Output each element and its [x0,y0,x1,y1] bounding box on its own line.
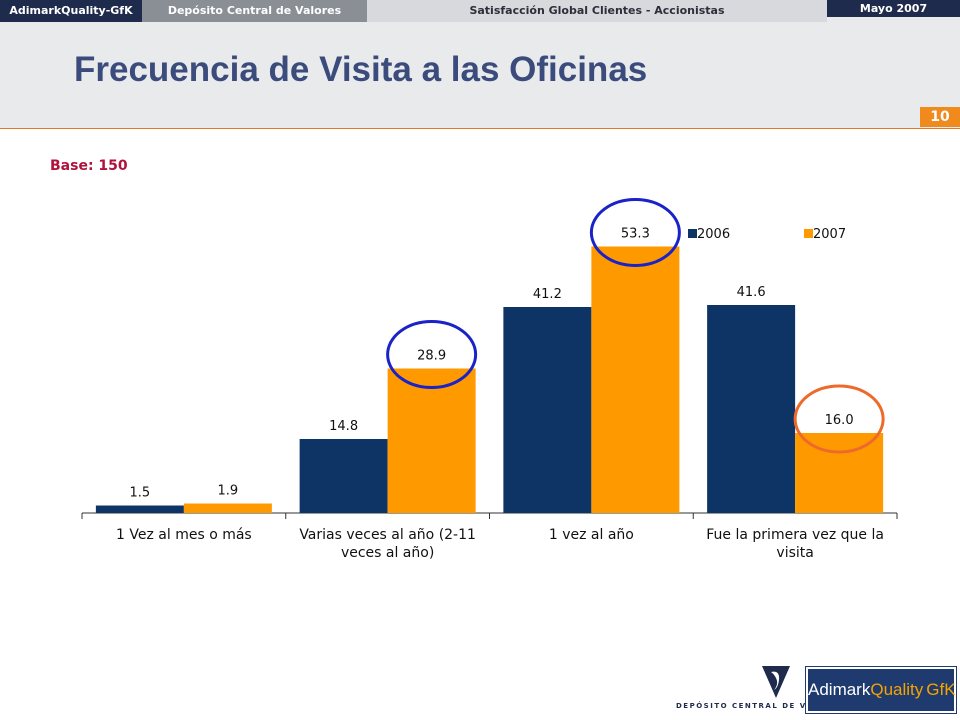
bar-2006-3 [707,305,796,513]
bar-2006-0 [95,505,184,513]
category-label-1: Varias veces al año (2-11 [299,527,476,543]
gfk-logo-adimark: Adimark [808,680,871,699]
category-label-3: Fue la primera vez que la [706,527,884,543]
adimark-gfk-logo: AdimarkQuality GfK [806,667,956,713]
data-label-2006-0: 1.5 [130,486,151,501]
header-area: AdimarkQuality-GfK Depósito Central de V… [0,0,960,129]
base-label: Base: 150 [50,158,128,174]
bar-2007-3 [795,433,884,513]
highlight-circle-0 [386,320,478,389]
bar-2006-2 [503,307,592,513]
brand-label: AdimarkQuality-GfK [0,0,142,22]
dcv-logo: DEPÓSITO CENTRAL DE VALORES [676,662,845,712]
data-label-2006-2: 41.2 [533,287,562,302]
legend-label-2007: 2007 [813,227,846,242]
page-number: 10 [920,107,960,127]
gfk-logo-gfk: GfK [926,680,956,699]
category-label-0: 1 Vez al mes o más [116,527,252,543]
client-label: Depósito Central de Valores [142,0,367,22]
data-label-2006-3: 41.6 [737,285,766,300]
data-label-2007-2: 53.3 [621,227,650,242]
dcv-logo-text: DEPÓSITO CENTRAL DE VALORES [676,702,847,710]
category-label-1: veces al año) [341,545,434,561]
category-label-2: 1 vez al año [549,527,634,543]
bar-2007-0 [183,503,272,513]
legend-label-2006: 2006 [697,227,730,242]
bar-2007-1 [387,368,476,513]
gfk-logo-quality: Quality [870,680,924,699]
highlight-circle-2 [793,384,885,454]
study-label: Satisfacción Global Clientes - Accionist… [367,0,827,22]
highlight-circle-1 [589,198,681,267]
dcv-logo-icon [762,666,790,698]
legend-swatch-2006 [688,229,697,238]
legend-swatch-2007 [804,229,813,238]
data-label-2007-3: 16.0 [825,413,854,428]
page-title: Frecuencia de Visita a las Oficinas [74,50,648,89]
bar-2007-2 [591,246,680,513]
date-label: Mayo 2007 [827,0,960,17]
category-label-3: visita [776,545,813,561]
data-label-2006-1: 14.8 [329,419,358,434]
data-label-2007-0: 1.9 [218,484,239,499]
bar-2006-1 [299,439,388,513]
top-bar: AdimarkQuality-GfK Depósito Central de V… [0,0,960,22]
data-label-2007-1: 28.9 [417,349,446,364]
